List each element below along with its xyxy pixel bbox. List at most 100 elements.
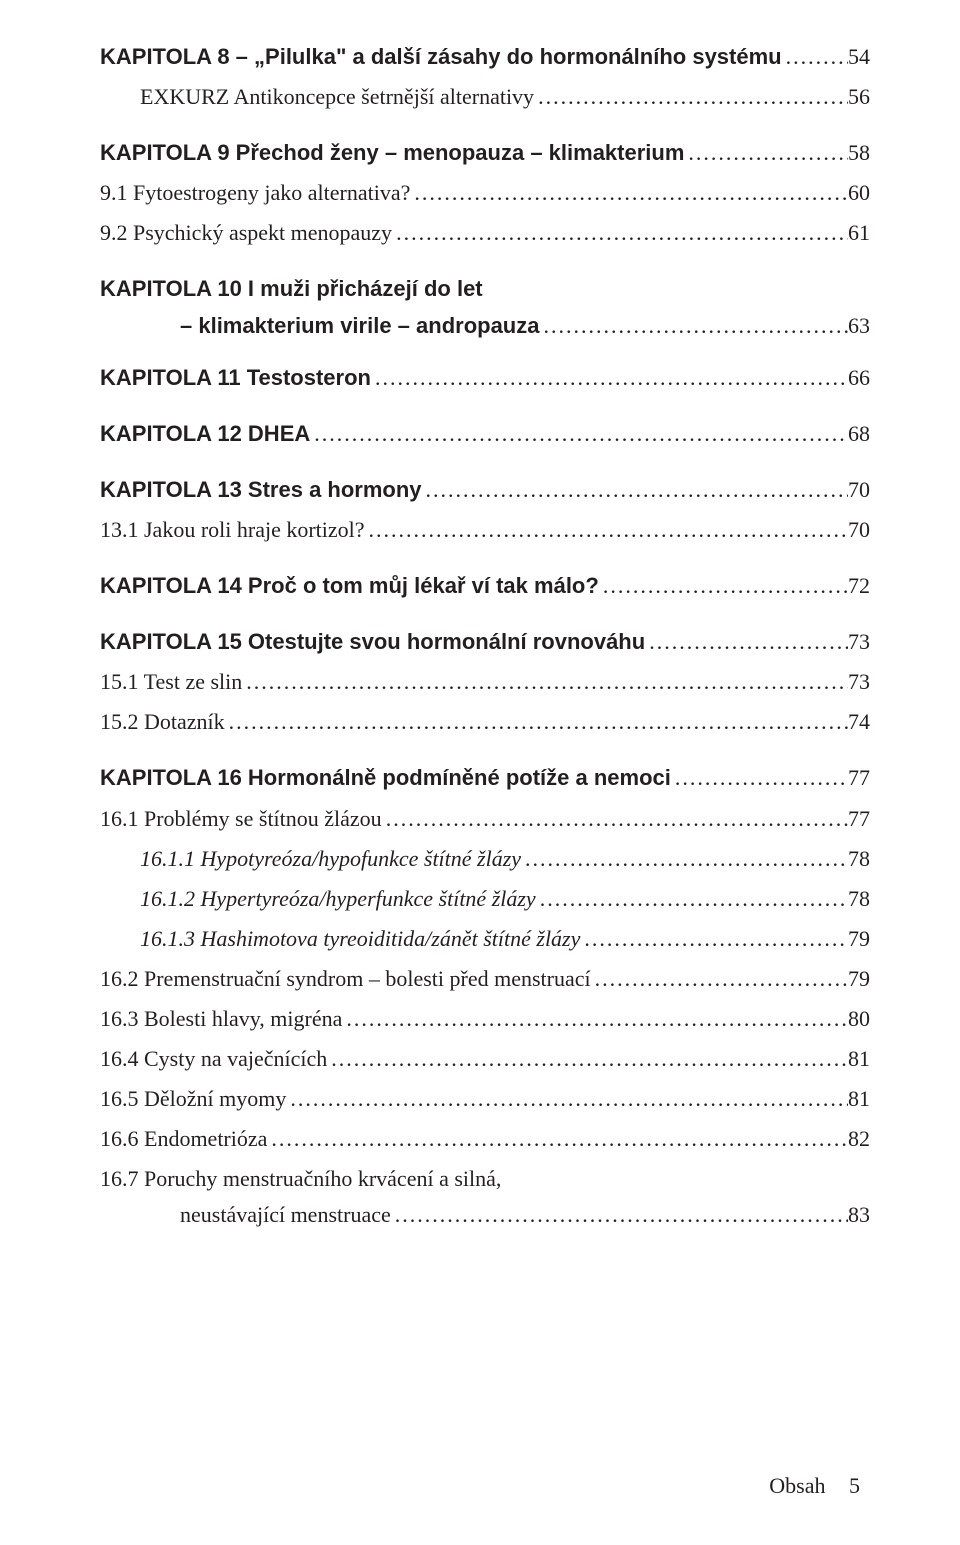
toc-entry-page: 70 <box>848 473 870 507</box>
toc-group-gap <box>100 553 870 569</box>
toc-entry-label: KAPITOLA 8 – „Pilulka" a další zásahy do… <box>100 40 782 74</box>
toc-entry: 16.1.1 Hypotyreóza/hypofunkce štítné žlá… <box>100 842 870 876</box>
toc-leader-dots <box>534 80 848 114</box>
toc-entry-page: 83 <box>848 1198 870 1232</box>
toc-leader-dots <box>539 309 848 343</box>
page-footer: Obsah 5 <box>769 1469 860 1503</box>
toc-leader-dots <box>392 216 848 250</box>
toc-leader-dots <box>536 882 848 916</box>
toc-entry: KAPITOLA 16 Hormonálně podmíněné potíže … <box>100 761 870 795</box>
toc-leader-dots <box>782 40 848 74</box>
toc-group-gap <box>100 401 870 417</box>
toc-leader-dots <box>225 705 848 739</box>
toc-entry: 16.1.2 Hypertyreóza/hyperfunkce štítné ž… <box>100 882 870 916</box>
toc-group-gap <box>100 609 870 625</box>
toc-entry-label: neustávající menstruace <box>180 1198 391 1232</box>
toc-leader-dots <box>365 513 848 547</box>
toc-entry-page: 56 <box>848 80 870 114</box>
toc-leader-dots <box>382 802 848 836</box>
toc-group-gap <box>100 745 870 761</box>
toc-entry-page: 68 <box>848 417 870 451</box>
toc-entry-label: – klimakterium virile – andropauza <box>180 309 539 343</box>
toc-leader-dots <box>410 176 848 210</box>
toc-entry-page: 77 <box>848 802 870 836</box>
toc-entry: KAPITOLA 14 Proč o tom můj lékař ví tak … <box>100 569 870 603</box>
toc-entry-label: KAPITOLA 10 I muži přicházejí do let <box>100 272 483 306</box>
toc-entry: 16.1 Problémy se štítnou žlázou77 <box>100 802 870 836</box>
toc-leader-dots <box>684 136 848 170</box>
toc-entry-page: 54 <box>848 40 870 74</box>
toc-leader-dots <box>422 473 848 507</box>
toc-entry-label: 16.5 Děložní myomy <box>100 1082 286 1116</box>
toc-entry: 16.6 Endometrióza82 <box>100 1122 870 1156</box>
toc-entry-label: KAPITOLA 13 Stres a hormony <box>100 473 422 507</box>
toc-entry: 15.1 Test ze slin 73 <box>100 665 870 699</box>
toc-entry-page: 74 <box>848 705 870 739</box>
toc-entry-page: 78 <box>848 842 870 876</box>
toc-entry-label: 9.2 Psychický aspekt menopauzy <box>100 216 392 250</box>
toc-leader-dots <box>327 1042 848 1076</box>
toc-entry-page: 81 <box>848 1082 870 1116</box>
toc-entry-page: 61 <box>848 216 870 250</box>
toc-entry: KAPITOLA 11 Testosteron 66 <box>100 361 870 395</box>
toc-entry-label: 15.1 Test ze slin <box>100 665 242 699</box>
toc-entry-label: KAPITOLA 14 Proč o tom můj lékař ví tak … <box>100 569 599 603</box>
toc-entry-page: 60 <box>848 176 870 210</box>
toc-entry-label: 9.1 Fytoestrogeny jako alternativa? <box>100 176 410 210</box>
toc-entry: 16.4 Cysty na vaječnících81 <box>100 1042 870 1076</box>
toc-entry-page: 81 <box>848 1042 870 1076</box>
toc-entry: EXKURZ Antikoncepce šetrnější alternativ… <box>100 80 870 114</box>
toc-entry: KAPITOLA 10 I muži přicházejí do let <box>100 272 870 306</box>
toc-entry-label: 16.7 Poruchy menstruačního krvácení a si… <box>100 1162 501 1196</box>
toc-entry-page: 70 <box>848 513 870 547</box>
toc-leader-dots <box>342 1002 848 1036</box>
toc-entry: 9.2 Psychický aspekt menopauzy 61 <box>100 216 870 250</box>
toc-leader-dots <box>242 665 848 699</box>
toc-entry: KAPITOLA 8 – „Pilulka" a další zásahy do… <box>100 40 870 74</box>
toc-entry-label: 16.6 Endometrióza <box>100 1122 267 1156</box>
toc-entry: 16.1.3 Hashimotova tyreoiditida/zánět št… <box>100 922 870 956</box>
toc-leader-dots <box>580 922 848 956</box>
footer-label: Obsah <box>769 1473 825 1498</box>
toc-entry-page: 73 <box>848 665 870 699</box>
toc-entry-page: 77 <box>848 761 870 795</box>
table-of-contents: KAPITOLA 8 – „Pilulka" a další zásahy do… <box>100 40 870 1233</box>
toc-entry-label: KAPITOLA 11 Testosteron <box>100 361 371 395</box>
toc-entry: 16.7 Poruchy menstruačního krvácení a si… <box>100 1162 870 1196</box>
toc-group-gap <box>100 345 870 361</box>
toc-entry: 9.1 Fytoestrogeny jako alternativa? 60 <box>100 176 870 210</box>
toc-entry-page: 79 <box>848 962 870 996</box>
toc-entry-label: 16.3 Bolesti hlavy, migréna <box>100 1002 342 1036</box>
toc-entry-label: KAPITOLA 16 Hormonálně podmíněné potíže … <box>100 761 671 795</box>
toc-entry-page: 58 <box>848 136 870 170</box>
toc-entry-label: 16.1.3 Hashimotova tyreoiditida/zánět št… <box>140 922 580 956</box>
toc-entry-page: 78 <box>848 882 870 916</box>
toc-entry-label: KAPITOLA 12 DHEA <box>100 417 310 451</box>
toc-entry: KAPITOLA 12 DHEA 68 <box>100 417 870 451</box>
toc-leader-dots <box>371 361 848 395</box>
toc-leader-dots <box>286 1082 848 1116</box>
toc-entry-page: 80 <box>848 1002 870 1036</box>
toc-leader-dots <box>671 761 848 795</box>
toc-leader-dots <box>391 1198 848 1232</box>
toc-entry: KAPITOLA 9 Přechod ženy – menopauza – kl… <box>100 136 870 170</box>
toc-leader-dots <box>599 569 848 603</box>
toc-entry-label: 16.1.1 Hypotyreóza/hypofunkce štítné žlá… <box>140 842 521 876</box>
toc-entry: 15.2 Dotazník74 <box>100 705 870 739</box>
toc-group-gap <box>100 120 870 136</box>
toc-entry-label: KAPITOLA 15 Otestujte svou hormonální ro… <box>100 625 645 659</box>
toc-entry-label: EXKURZ Antikoncepce šetrnější alternativ… <box>140 80 534 114</box>
toc-leader-dots <box>591 962 848 996</box>
toc-entry: 16.2 Premenstruační syndrom – bolesti př… <box>100 962 870 996</box>
toc-entry-label: 13.1 Jakou roli hraje kortizol? <box>100 513 365 547</box>
toc-group-gap <box>100 457 870 473</box>
toc-entry: neustávající menstruace 83 <box>100 1198 870 1232</box>
toc-entry: – klimakterium virile – andropauza63 <box>100 309 870 343</box>
toc-entry: KAPITOLA 15 Otestujte svou hormonální ro… <box>100 625 870 659</box>
footer-page-number: 5 <box>849 1473 860 1498</box>
toc-leader-dots <box>645 625 848 659</box>
toc-entry: 16.3 Bolesti hlavy, migréna 80 <box>100 1002 870 1036</box>
toc-entry-page: 66 <box>848 361 870 395</box>
toc-leader-dots <box>310 417 848 451</box>
toc-leader-dots <box>521 842 848 876</box>
